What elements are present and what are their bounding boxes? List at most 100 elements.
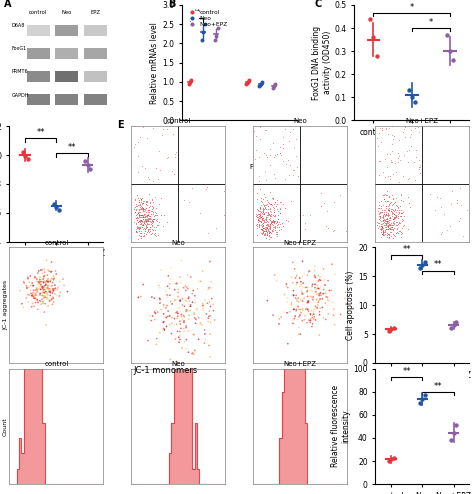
Point [43,285,51,293]
Point [324,207,331,215]
Point [40,289,48,297]
Point [308,292,315,300]
Point [27,272,34,280]
Point [383,218,390,226]
Point [139,204,146,212]
Point [260,208,267,216]
Point [211,316,219,324]
Point [244,78,251,86]
Point [24,290,31,298]
Point [23,284,31,292]
Point [146,214,153,222]
Point [266,226,273,234]
Point [255,210,263,218]
Point [261,229,268,237]
Point [267,210,274,218]
Y-axis label: Relative mRNAs level: Relative mRNAs level [150,22,159,104]
FancyBboxPatch shape [27,71,50,82]
Point [265,210,273,218]
Point [393,228,401,236]
Point [387,228,395,236]
Point [262,176,270,184]
Point [145,220,152,228]
Point [379,224,386,232]
Point [313,304,321,312]
Point [49,289,56,297]
Point [386,206,393,214]
Point [261,218,268,226]
Point [39,283,46,290]
Point [262,227,270,235]
Point [387,206,395,213]
Y-axis label: JC-1 aggregates: JC-1 aggregates [3,280,8,330]
Point [193,305,201,313]
Point [384,198,392,206]
Point [308,293,316,301]
Point [392,206,399,213]
Point [202,185,210,193]
Point [319,290,327,298]
Point [175,333,182,341]
Point [381,191,388,199]
Point [42,278,49,286]
Point [266,211,274,219]
FancyBboxPatch shape [84,47,107,59]
Point [271,271,279,279]
Point [136,231,143,239]
Point [297,330,304,338]
Point [269,311,277,319]
Point [135,207,142,215]
Point [138,199,146,207]
Point [50,275,58,283]
Text: **: ** [402,367,411,375]
Point [137,203,145,210]
Point [152,209,159,217]
Point [293,164,301,171]
Point [375,211,383,219]
Point [310,298,318,306]
Point [132,220,140,228]
Point [138,194,146,202]
Point [23,282,30,290]
Point [321,281,328,289]
Point [182,337,189,345]
Point [262,225,270,233]
Point [52,267,59,275]
Point [140,231,147,239]
Point [139,205,147,213]
Text: **: ** [402,246,411,254]
Point [260,201,268,208]
Point [264,208,272,216]
Point [276,204,284,212]
Point [55,292,63,300]
Point [205,284,213,292]
Point [149,210,157,218]
Point [322,288,329,296]
Point [36,289,44,297]
Point [321,276,328,284]
Point [379,191,387,199]
Point [134,214,141,222]
Point [145,208,152,216]
Point [180,196,187,204]
Point [259,210,267,218]
Point [153,334,161,342]
Point [391,206,399,214]
Point [401,211,408,219]
Point [256,205,264,212]
Point [254,190,261,198]
Point [146,215,153,223]
Point [260,205,268,212]
Point [140,206,148,214]
Point [43,277,50,285]
Point [318,202,325,210]
Point [173,320,181,328]
Point [390,324,397,331]
Point [397,206,405,214]
Point [149,177,156,185]
Point [169,130,177,138]
Point [260,224,268,232]
Point [182,296,189,304]
Point [154,308,162,316]
Point [275,218,283,226]
